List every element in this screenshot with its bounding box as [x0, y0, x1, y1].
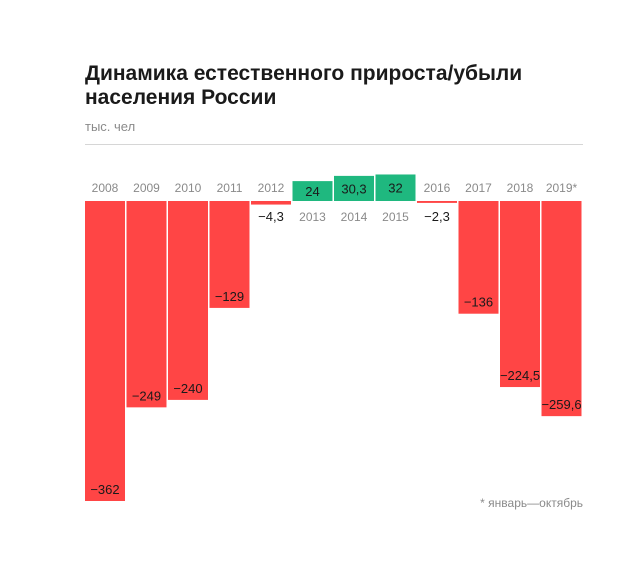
value-label: −2,3 [424, 209, 450, 224]
value-label: −362 [90, 482, 119, 497]
bar-2015 [375, 174, 416, 201]
bar-2008 [85, 201, 125, 501]
value-label: −136 [464, 295, 493, 310]
year-label: 2016 [424, 181, 451, 195]
year-label: 2011 [217, 181, 243, 195]
bar-2010 [168, 201, 208, 400]
value-label: 32 [388, 181, 402, 196]
bar-2016 [417, 201, 457, 203]
bar-2012 [251, 201, 291, 205]
chart-unit-label: тыс. чел [85, 119, 136, 134]
bar-2011 [209, 201, 250, 308]
year-label: 2010 [175, 181, 202, 195]
year-label: 2012 [258, 181, 285, 195]
chart-title: Динамика естественного прироста/убыли на… [85, 62, 523, 109]
chart-footnote: * январь—октябрь [480, 496, 583, 510]
year-label: 2009 [133, 181, 160, 195]
divider [85, 144, 583, 145]
year-label: 2014 [341, 210, 368, 224]
year-label: 2015 [382, 210, 409, 224]
year-label: 2008 [92, 181, 119, 195]
bar-2017 [458, 201, 499, 314]
bar-2018 [500, 201, 540, 388]
value-label: 30,3 [341, 181, 366, 196]
bar-2009 [126, 201, 167, 408]
value-label: −259,6 [541, 397, 581, 412]
year-label: 2017 [465, 181, 492, 195]
value-label: −129 [215, 289, 244, 304]
year-label: 2018 [507, 181, 534, 195]
bar-2019* [541, 201, 582, 417]
value-label: −240 [173, 381, 202, 396]
value-label: −249 [132, 388, 161, 403]
value-label: −4,3 [258, 209, 284, 224]
bar-2013 [292, 181, 333, 201]
value-label: −224,5 [500, 368, 540, 383]
bar-2014 [334, 175, 374, 201]
year-label: 2019* [546, 181, 578, 195]
year-label: 2013 [299, 210, 326, 224]
value-label: 24 [305, 184, 319, 199]
